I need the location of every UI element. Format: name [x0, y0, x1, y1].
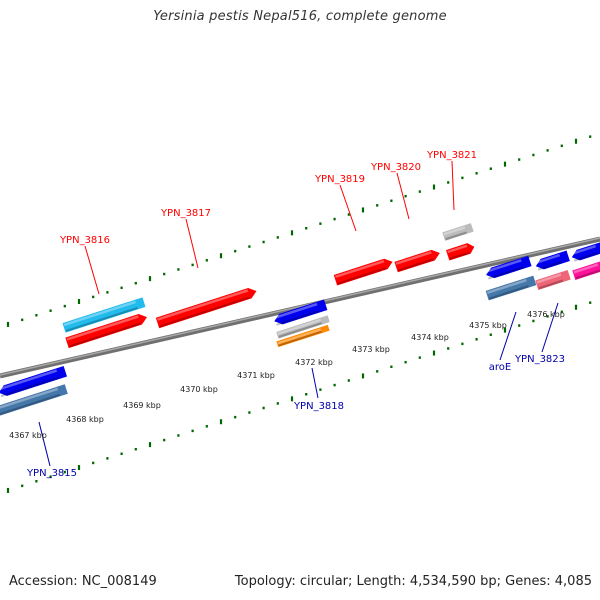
gene-red-3816[interactable] [65, 312, 148, 349]
gene-steel-3815[interactable] [0, 384, 68, 416]
gene-magenta-edge[interactable] [572, 260, 600, 280]
label-ypn-3820: YPN_3820 [370, 162, 421, 173]
genome-backbone [0, 236, 600, 379]
scale-label-5: 4372 kbp [295, 358, 333, 367]
accession-text: Accession: NC_008149 [9, 574, 157, 589]
scale-label-4: 4371 kbp [237, 371, 275, 380]
gene-blue-edge[interactable] [570, 241, 600, 263]
gene-labels: YPN_3816 YPN_3817 YPN_3819 YPN_3820 YPN_3821… [26, 150, 565, 479]
gene-red-3817[interactable] [155, 286, 258, 329]
scale-label-1: 4368 kbp [66, 415, 104, 424]
gene-blue-3815[interactable] [0, 366, 67, 398]
scale-label-6: 4373 kbp [352, 345, 390, 354]
gene-blue-3823[interactable] [534, 250, 570, 272]
label-ypn-3818: YPN_3818 [293, 401, 344, 412]
label-ypn-3816-leader [84, 245, 100, 295]
gene-blue-aroe-upper[interactable] [484, 255, 532, 281]
scale-label-3: 4370 kbp [180, 385, 218, 394]
label-ypn-3820-leader [396, 172, 410, 220]
label-ypn-3815-leader [38, 421, 51, 467]
gene-steel-aroe[interactable] [485, 275, 537, 301]
label-ypn-3821-leader [451, 160, 455, 211]
scale-label-0: 4367 kbp [9, 431, 47, 440]
label-ypn-3817: YPN_3817 [160, 208, 211, 219]
label-aroe-leader [499, 311, 517, 361]
gene-gray-3818[interactable] [276, 315, 330, 339]
scale-label-7: 4374 kbp [411, 333, 449, 342]
label-aroe: aroE [489, 362, 511, 373]
tick-marks [6, 135, 592, 493]
label-ypn-3823: YPN_3823 [514, 354, 565, 365]
label-ypn-3821: YPN_3821 [426, 150, 477, 161]
label-ypn-3823-leader [541, 302, 559, 353]
scale-label-9: 4376 kbp [527, 310, 565, 319]
scale-labels: 4367 kbp 4368 kbp 4369 kbp 4370 kbp 4371 kbp… [9, 310, 565, 440]
label-ypn-3818-leader [311, 367, 319, 399]
genome-summary-text: Topology: circular; Length: 4,534,590 bp… [234, 574, 592, 589]
gene-features[interactable] [0, 223, 600, 416]
label-ypn-3817-leader [185, 218, 199, 269]
scale-label-8: 4375 kbp [469, 321, 507, 330]
backbone-highlight [0, 237, 600, 376]
scale-label-2: 4369 kbp [123, 401, 161, 410]
label-ypn-3819: YPN_3819 [314, 174, 365, 185]
gene-gray-3821[interactable] [442, 223, 474, 241]
gene-red-3820[interactable] [394, 248, 441, 273]
gene-blue-3818[interactable] [273, 299, 328, 326]
gene-cyan-3816[interactable] [62, 297, 146, 333]
gene-salmon-3823[interactable] [535, 270, 571, 290]
gene-red-3819[interactable] [333, 257, 394, 286]
gene-red-3821[interactable] [445, 241, 476, 261]
map-title: Yersinia pestis Nepal516, complete genom… [153, 9, 447, 24]
label-ypn-3816: YPN_3816 [59, 235, 110, 246]
label-ypn-3819-leader [339, 184, 357, 232]
gene-orange-3818[interactable] [276, 324, 330, 348]
label-ypn-3815: YPN_3815 [26, 468, 77, 479]
